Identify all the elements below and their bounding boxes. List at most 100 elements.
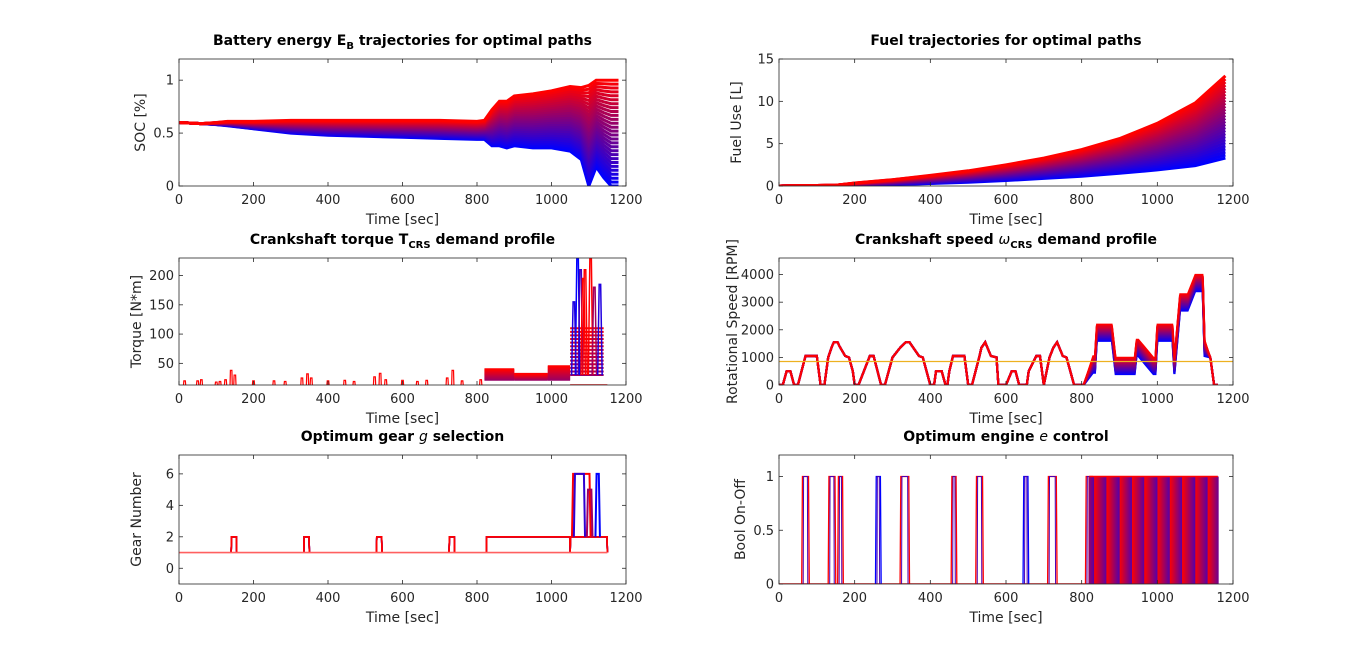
y-axis-label: Bool On-Off bbox=[733, 479, 749, 560]
chart-gear: 0 200 400 600 800 1000 1200 0 2 4 6 Time [sec] Gear … bbox=[129, 429, 643, 626]
gear-pulse bbox=[569, 536, 609, 553]
y-tick-label: 15 bbox=[757, 53, 774, 68]
x-tick-label: 200 bbox=[241, 392, 266, 407]
peak bbox=[596, 283, 603, 376]
x-tick-label: 400 bbox=[316, 591, 341, 606]
gear-pulse bbox=[230, 536, 238, 553]
gear-pulse bbox=[485, 536, 571, 553]
spike bbox=[309, 377, 313, 385]
title-part: Battery energy E bbox=[213, 33, 346, 49]
title-part: Fuel trajectories for optimal paths bbox=[870, 33, 1141, 49]
title-symbol: ω bbox=[999, 232, 1011, 248]
chart-fuel: 0 200 400 600 800 1000 1200 0 5 10 15 Time [sec] Fue… bbox=[729, 33, 1250, 228]
y-axis-label: Rotational Speed [RPM] bbox=[725, 239, 741, 404]
gear-pulse bbox=[485, 536, 571, 553]
title-symbol: e bbox=[1039, 429, 1048, 445]
plot-area-battery bbox=[179, 78, 619, 186]
x-tick-label: 600 bbox=[994, 193, 1019, 208]
engine-pulse bbox=[874, 475, 882, 584]
title-part: demand profile bbox=[1033, 232, 1158, 248]
spike bbox=[233, 374, 237, 385]
y-tick-label: 150 bbox=[149, 298, 174, 313]
title-part: demand profile bbox=[431, 232, 556, 248]
title-part: control bbox=[1048, 429, 1109, 445]
spike bbox=[451, 369, 455, 385]
x-tick-label: 600 bbox=[994, 591, 1019, 606]
y-tick-label: 0 bbox=[166, 562, 174, 577]
spike bbox=[445, 377, 449, 385]
engine-pulse bbox=[836, 475, 844, 584]
axes-box bbox=[178, 454, 627, 585]
y-tick-label: 0.5 bbox=[153, 127, 174, 142]
engine-pulse bbox=[829, 476, 835, 584]
y-tick-label: 200 bbox=[149, 269, 174, 284]
chart-title: Optimum gear g selection bbox=[301, 429, 504, 445]
gear-pulse bbox=[485, 536, 571, 553]
y-tick-label: 50 bbox=[157, 357, 174, 372]
x-tick-label: 800 bbox=[465, 392, 490, 407]
spike bbox=[479, 379, 483, 385]
engine-pulse bbox=[901, 476, 909, 584]
gear-pulse bbox=[485, 536, 571, 553]
y-tick-label: 0 bbox=[166, 180, 174, 195]
x-tick-label: 1200 bbox=[1216, 392, 1249, 407]
gear-pulse bbox=[569, 536, 609, 553]
gear-pulse bbox=[448, 536, 456, 553]
title-part: Optimum gear bbox=[301, 429, 419, 445]
y-tick-label: 1 bbox=[766, 470, 774, 485]
x-axis-label: Time [sec] bbox=[365, 212, 439, 228]
peak bbox=[582, 268, 589, 376]
engine-pulse bbox=[952, 476, 956, 584]
plot-area-engine bbox=[779, 475, 1219, 584]
x-tick-label: 800 bbox=[1069, 392, 1094, 407]
y-tick-label: 4 bbox=[166, 499, 174, 514]
y-tick-label: 2000 bbox=[741, 323, 774, 338]
y-tick-label: 5 bbox=[766, 137, 774, 152]
spike bbox=[214, 381, 218, 385]
title-part: Crankshaft torque T bbox=[250, 232, 409, 248]
x-tick-label: 1000 bbox=[1141, 193, 1174, 208]
gear-peak bbox=[585, 488, 594, 537]
engine-pulse bbox=[838, 476, 843, 584]
y-tick-label: 2 bbox=[166, 530, 174, 545]
x-tick-label: 1000 bbox=[1141, 591, 1174, 606]
gear-pulse bbox=[302, 536, 311, 553]
x-tick-label: 0 bbox=[775, 193, 783, 208]
spike bbox=[300, 377, 304, 385]
series-line bbox=[779, 273, 1218, 385]
y-axis-label: Fuel Use [L] bbox=[729, 81, 745, 163]
gear-pulse bbox=[485, 536, 571, 553]
spike bbox=[372, 376, 377, 385]
chart-engine: 0 200 400 600 800 1000 1200 0 0.5 1 Time [sec] Bool… bbox=[733, 429, 1250, 626]
y-axis-label: Gear Number bbox=[129, 472, 145, 567]
y-tick-label: 4000 bbox=[741, 268, 774, 283]
peak bbox=[587, 258, 594, 376]
spike bbox=[384, 379, 388, 385]
chart-title: Fuel trajectories for optimal paths bbox=[870, 33, 1141, 49]
plot-area-speed bbox=[779, 273, 1233, 385]
gear-pulse bbox=[569, 536, 609, 553]
spike bbox=[378, 372, 382, 385]
gear-pulse bbox=[569, 536, 609, 553]
title-part: trajectories for optimal paths bbox=[354, 33, 592, 49]
x-tick-label: 200 bbox=[842, 591, 867, 606]
plot-area-gear bbox=[179, 472, 609, 554]
gear-peak bbox=[572, 472, 587, 537]
x-tick-label: 1200 bbox=[609, 193, 642, 208]
gear-pulse bbox=[485, 536, 571, 553]
y-tick-label: 1 bbox=[166, 74, 174, 89]
y-tick-label: 6 bbox=[166, 467, 174, 482]
peak bbox=[570, 301, 577, 376]
chart-title: Crankshaft torque TCRS demand profile bbox=[250, 232, 555, 251]
engine-pulse bbox=[876, 476, 881, 584]
spike bbox=[415, 380, 420, 385]
x-tick-label: 0 bbox=[175, 392, 183, 407]
y-tick-label: 10 bbox=[757, 95, 774, 110]
chart-title: Battery energy EB trajectories for optim… bbox=[213, 33, 592, 52]
gear-pulse bbox=[569, 536, 609, 553]
x-axis-label: Time [sec] bbox=[365, 610, 439, 626]
x-tick-label: 200 bbox=[842, 392, 867, 407]
x-tick-label: 1000 bbox=[535, 591, 568, 606]
spike bbox=[326, 380, 330, 385]
spike bbox=[272, 380, 276, 385]
